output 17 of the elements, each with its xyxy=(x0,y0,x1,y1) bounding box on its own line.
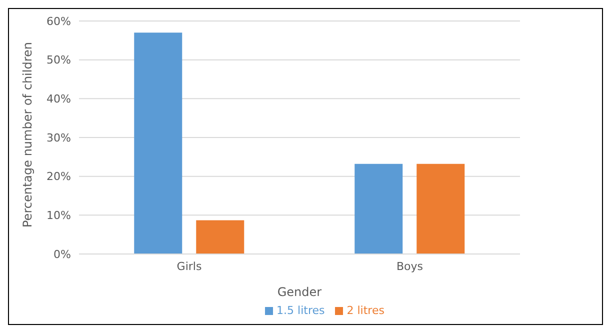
y-tick-label: 0% xyxy=(54,248,71,261)
bar xyxy=(196,220,244,254)
y-axis-title: Percentage number of children xyxy=(20,42,34,228)
legend-label: 2 litres xyxy=(346,304,384,317)
x-axis-title: Gender xyxy=(277,285,322,299)
bar xyxy=(354,164,403,254)
y-tick-label: 40% xyxy=(46,92,71,106)
y-tick-label: 50% xyxy=(46,54,71,67)
bar xyxy=(416,164,465,254)
y-tick-label: 60% xyxy=(46,14,71,28)
x-tick-label: Boys xyxy=(396,260,424,273)
bar xyxy=(134,32,182,254)
y-tick-label: 20% xyxy=(46,170,71,184)
y-tick-label: 10% xyxy=(46,209,71,222)
x-tick-label: Girls xyxy=(176,260,202,273)
legend-label: 1.5 litres xyxy=(276,304,325,317)
y-tick-label: 30% xyxy=(46,131,71,144)
